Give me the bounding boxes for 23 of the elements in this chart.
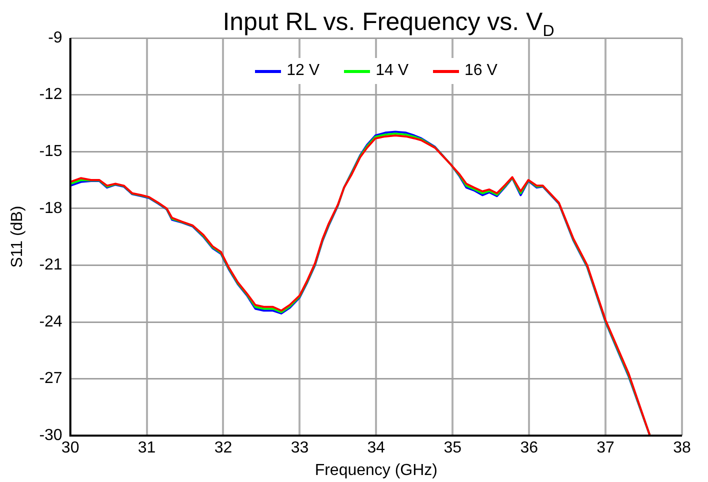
y-tick-label: -21 xyxy=(39,256,62,274)
x-tick-label: 37 xyxy=(596,440,615,457)
legend-label: 14 V xyxy=(376,62,408,80)
x-tick-label: 35 xyxy=(444,440,462,457)
x-tick-label: 36 xyxy=(520,440,538,457)
legend-label: 12 V xyxy=(286,62,320,80)
x-tick-label: 38 xyxy=(673,440,691,457)
y-tick-label: -9 xyxy=(48,29,62,46)
y-tick-label: -30 xyxy=(39,427,62,444)
chart-title: Input RL vs. Frequency vs. V$_{D}$ xyxy=(222,7,556,42)
y-tick-label: -18 xyxy=(39,200,62,217)
y-tick-label: -24 xyxy=(39,313,62,330)
y-axis-title: S11 (dB) xyxy=(9,206,26,268)
x-tick-label: 31 xyxy=(138,440,156,457)
y-tick-label: -12 xyxy=(39,86,62,104)
y-tick-label: -27 xyxy=(39,370,62,388)
x-axis-title: Frequency (GHz) xyxy=(314,462,438,479)
x-tick-label: 33 xyxy=(290,440,309,457)
legend-label: 16 V xyxy=(464,62,498,80)
x-tick-label: 30 xyxy=(61,440,80,457)
y-tick-label: -15 xyxy=(39,143,62,160)
x-tick-label: 34 xyxy=(367,440,386,457)
x-tick-label: 32 xyxy=(214,440,232,457)
